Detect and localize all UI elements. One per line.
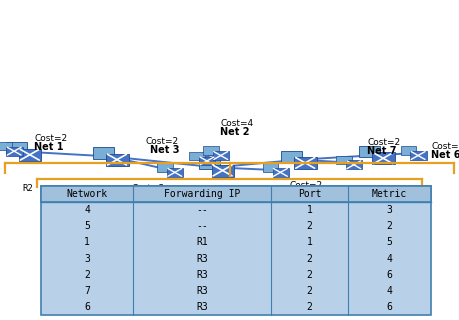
Text: Cost=4: Cost=4 — [220, 119, 253, 128]
Text: R3: R3 — [196, 286, 208, 296]
Text: --: -- — [196, 205, 208, 215]
Text: R5: R5 — [371, 187, 382, 196]
Text: Cost=2: Cost=2 — [431, 142, 459, 151]
Bar — [263, 164, 278, 172]
Bar — [212, 164, 234, 177]
Bar — [41, 186, 431, 315]
Bar — [6, 147, 22, 156]
Text: 2: 2 — [307, 302, 313, 312]
Text: Net 1: Net 1 — [34, 142, 64, 152]
Text: 6: 6 — [84, 302, 90, 312]
Text: 1: 1 — [84, 237, 90, 247]
Text: 2: 2 — [84, 270, 90, 280]
Text: 4: 4 — [386, 286, 392, 296]
Text: 4: 4 — [386, 253, 392, 263]
Text: 7: 7 — [84, 286, 90, 296]
Text: Net 3: Net 3 — [150, 146, 179, 156]
Text: R3: R3 — [196, 253, 208, 263]
Text: 3: 3 — [84, 253, 90, 263]
Text: Net 2: Net 2 — [220, 127, 250, 137]
Text: 3: 3 — [386, 205, 392, 215]
Bar — [157, 164, 173, 172]
Bar — [281, 150, 302, 162]
Bar — [199, 156, 215, 165]
Text: Cost=2: Cost=2 — [34, 134, 67, 143]
Text: 6: 6 — [386, 302, 392, 312]
Text: --: -- — [196, 221, 208, 231]
Bar — [203, 147, 218, 155]
Bar — [359, 146, 381, 157]
Text: Net 5: Net 5 — [289, 189, 319, 199]
Bar — [6, 142, 27, 154]
Text: R3: R3 — [302, 192, 313, 201]
Bar — [190, 152, 205, 160]
Text: 5: 5 — [84, 221, 90, 231]
Bar — [401, 147, 416, 155]
Bar — [106, 154, 129, 166]
Text: 2: 2 — [307, 270, 313, 280]
Text: R4: R4 — [210, 199, 221, 208]
Text: 1: 1 — [307, 205, 313, 215]
Bar — [336, 156, 352, 164]
Text: Net 6: Net 6 — [431, 150, 459, 160]
Text: R2: R2 — [22, 184, 33, 193]
Text: 2: 2 — [307, 221, 313, 231]
Text: Network: Network — [67, 189, 108, 199]
Text: 5: 5 — [386, 237, 392, 247]
Text: R1: R1 — [114, 188, 125, 197]
Text: 2: 2 — [307, 286, 313, 296]
Text: Forwarding IP: Forwarding IP — [164, 189, 241, 199]
Text: Cost=2: Cost=2 — [146, 138, 179, 147]
Text: Cost=3: Cost=3 — [132, 184, 165, 193]
Text: R3: R3 — [196, 302, 208, 312]
Bar — [93, 147, 114, 159]
Text: 2: 2 — [386, 221, 392, 231]
Text: Metric: Metric — [372, 189, 407, 199]
Text: Cost=2: Cost=2 — [289, 181, 322, 190]
Bar — [0, 142, 12, 150]
Text: Cost=2: Cost=2 — [367, 138, 400, 147]
Text: 1: 1 — [307, 237, 313, 247]
Text: Port: Port — [298, 189, 321, 199]
Text: R1: R1 — [196, 237, 208, 247]
Text: Net 4: Net 4 — [136, 192, 165, 202]
Bar — [19, 149, 41, 161]
Text: 4: 4 — [84, 205, 90, 215]
Text: 2: 2 — [307, 253, 313, 263]
Bar — [294, 157, 317, 169]
Bar — [41, 186, 431, 202]
Bar — [273, 168, 289, 177]
Bar — [199, 158, 220, 170]
Bar — [167, 168, 183, 177]
Text: Net 7: Net 7 — [367, 146, 397, 156]
Text: 6: 6 — [386, 270, 392, 280]
Bar — [213, 151, 229, 160]
Bar — [372, 152, 395, 164]
Bar — [410, 151, 426, 160]
Bar — [346, 160, 362, 169]
Text: R3: R3 — [196, 270, 208, 280]
